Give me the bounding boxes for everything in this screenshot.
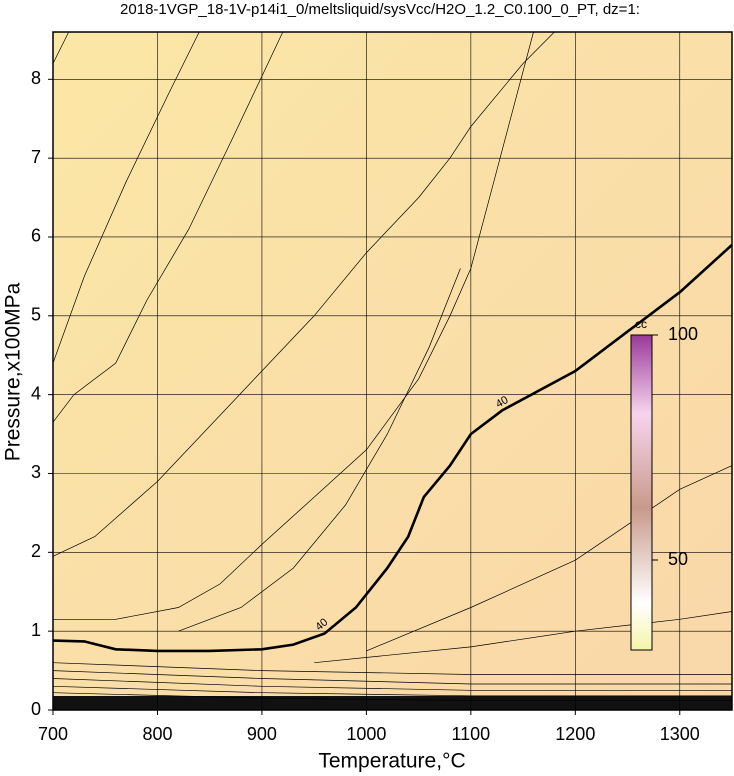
contour-line bbox=[52, 692, 732, 701]
x-tick-label: 1300 bbox=[660, 724, 700, 744]
contour-line bbox=[52, 31, 284, 423]
contour-line bbox=[314, 611, 733, 664]
contour-line bbox=[366, 465, 733, 652]
plot-area bbox=[53, 32, 732, 710]
x-tick-label: 800 bbox=[142, 724, 172, 744]
colorbar bbox=[630, 334, 653, 651]
x-tick-label: 1000 bbox=[346, 724, 386, 744]
colorbar-tick-label: 50 bbox=[668, 549, 688, 569]
chart-title: 2018-1VGP_18-1V-p14i1_0/meltsliquid/sysV… bbox=[120, 1, 640, 18]
y-tick-label: 4 bbox=[31, 383, 41, 403]
bottom-band bbox=[53, 696, 732, 710]
y-axis-label: Pressure,x100MPa bbox=[2, 282, 25, 461]
x-tick-label: 700 bbox=[38, 724, 68, 744]
x-axis-label: Temperature,°C bbox=[318, 750, 465, 773]
contour-label: 40 bbox=[494, 394, 511, 411]
y-tick-label: 3 bbox=[31, 462, 41, 482]
y-tick-label: 6 bbox=[31, 226, 41, 246]
colorbar-tick-label: 100 bbox=[668, 324, 698, 344]
y-tick-label: 2 bbox=[31, 541, 41, 561]
contour-line bbox=[53, 31, 534, 620]
x-tick-label: 1200 bbox=[555, 724, 595, 744]
colorbar-label: cc bbox=[635, 317, 647, 331]
y-tick-label: 1 bbox=[31, 620, 41, 640]
contour-line bbox=[52, 243, 733, 653]
contour-line bbox=[52, 685, 732, 697]
contour-line bbox=[52, 670, 732, 685]
y-tick-label: 0 bbox=[31, 699, 41, 719]
contour-line bbox=[52, 678, 732, 691]
contour-line bbox=[52, 31, 555, 557]
plot-frame bbox=[52, 31, 733, 711]
contour-line bbox=[178, 268, 461, 632]
x-tick-label: 900 bbox=[247, 724, 277, 744]
y-tick-label: 7 bbox=[31, 147, 41, 167]
x-tick-label: 1100 bbox=[451, 724, 490, 744]
contour-line bbox=[52, 31, 200, 364]
y-tick-label: 8 bbox=[31, 68, 41, 88]
y-tick-label: 5 bbox=[31, 305, 41, 325]
contour-line bbox=[52, 662, 732, 675]
contour-line bbox=[52, 31, 70, 64]
